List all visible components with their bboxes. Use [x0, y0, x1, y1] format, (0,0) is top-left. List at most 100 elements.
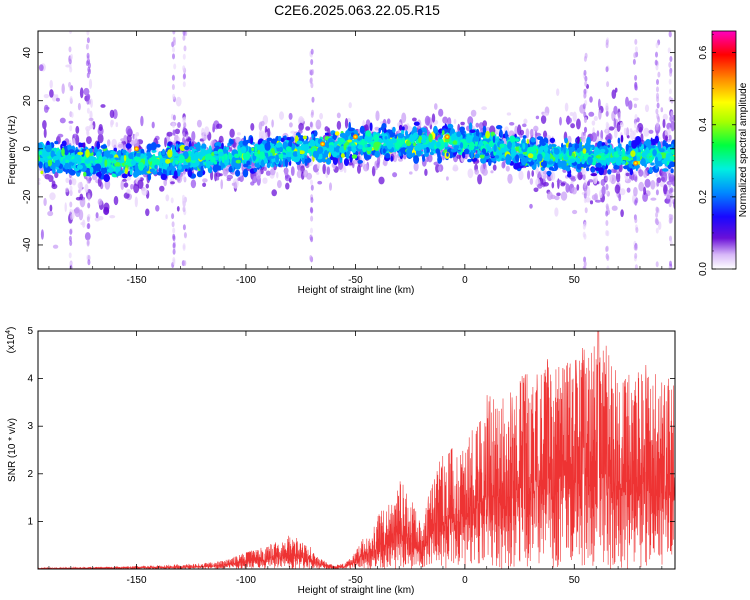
heatmap-cell: [234, 153, 239, 158]
heatmap-cell: [514, 125, 518, 136]
heatmap-x-axis: -150 -100 -50 0 50: [48, 31, 663, 286]
heatmap-cell: [212, 126, 215, 133]
heatmap-cell: [604, 155, 610, 159]
heatmap-cell: [260, 120, 265, 127]
heatmap-cell: [672, 114, 675, 121]
heatmap-peak-core: [446, 135, 449, 138]
heatmap-cell: [576, 147, 581, 154]
heatmap-cell: [338, 160, 344, 170]
heatmap-cell: [229, 128, 235, 138]
heatmap-cell: [535, 167, 539, 175]
heatmap-cell: [187, 169, 193, 178]
heatmap-cell: [182, 34, 186, 41]
heatmap-cell: [610, 157, 616, 163]
heatmap-cell: [374, 150, 381, 158]
heatmap-cell: [531, 170, 534, 177]
heatmap-cell: [87, 194, 91, 201]
heatmap-cell: [177, 137, 181, 142]
heatmap-cell: [564, 102, 569, 112]
heatmap-cell: [656, 86, 659, 93]
heatmap-cell: [217, 165, 223, 171]
heatmap-cell: [212, 164, 219, 173]
heatmap-cell: [431, 113, 436, 123]
heatmap-cell: [453, 145, 460, 150]
heatmap-cell: [65, 154, 72, 160]
heatmap-cell: [391, 137, 398, 144]
heatmap-cell: [165, 194, 170, 202]
heatmap-cell: [655, 227, 659, 234]
heatmap-cell: [540, 115, 547, 124]
heatmap-cell: [617, 111, 621, 122]
heatmap-cell: [392, 172, 398, 178]
heatmap-cell: [86, 177, 90, 184]
heatmap-cell: [460, 139, 467, 143]
heatmap-cell: [607, 169, 612, 175]
heatmap-cell: [54, 171, 59, 179]
heatmap-cell: [576, 136, 580, 145]
heatmap-cell: [563, 146, 566, 154]
y-tick-label: 0: [22, 146, 33, 152]
heatmap-cell: [125, 125, 132, 136]
heatmap-cell: [43, 197, 47, 207]
heatmap-cell: [98, 216, 104, 221]
heatmap-cell: [587, 144, 593, 148]
heatmap-cell: [204, 156, 211, 161]
heatmap-cell: [150, 142, 157, 151]
heatmap-cell: [658, 221, 662, 230]
heatmap-cell: [501, 161, 506, 169]
heatmap-cell: [654, 156, 659, 165]
heatmap-cell: [643, 127, 650, 137]
heatmap-cell: [254, 146, 258, 153]
x-tick-label: -100: [236, 275, 256, 286]
heatmap-cell: [554, 195, 560, 201]
heatmap-cell: [499, 129, 503, 137]
heatmap-cell: [358, 141, 365, 145]
heatmap-cell: [263, 159, 269, 164]
heatmap-cell: [172, 248, 176, 255]
heatmap-cell: [279, 146, 284, 153]
heatmap-cell: [506, 112, 512, 116]
heatmap-cell: [583, 233, 587, 240]
heatmap-cell: [45, 162, 49, 168]
heatmap-cell: [266, 137, 273, 142]
heatmap-cell: [69, 185, 73, 192]
heatmap-cell: [614, 87, 618, 93]
heatmap-cell: [59, 117, 66, 124]
heatmap-cell: [670, 193, 674, 199]
heatmap-cell: [492, 135, 496, 143]
heatmap-cell: [606, 265, 610, 269]
heatmap-cell: [171, 213, 175, 220]
heatmap-cell: [605, 220, 609, 226]
heatmap-cell: [172, 53, 175, 60]
heatmap-cell: [424, 168, 428, 176]
heatmap-cell: [542, 146, 549, 151]
heatmap-cell: [507, 173, 513, 184]
heatmap-cell: [655, 172, 659, 178]
heatmap-cell: [583, 260, 587, 267]
heatmap-cell: [187, 162, 191, 167]
heatmap-cell: [636, 152, 642, 157]
heatmap-cell: [474, 145, 479, 150]
heatmap-cell: [504, 130, 508, 139]
heatmap-cell: [183, 121, 187, 128]
heatmap-cell: [527, 153, 534, 159]
heatmap-cell: [47, 210, 54, 217]
heatmap-cell: [656, 180, 660, 187]
heatmap-cell: [191, 131, 196, 142]
heatmap-cells: [38, 31, 675, 269]
heatmap-cell: [172, 235, 176, 242]
heatmap-cell: [40, 229, 44, 240]
heatmap-cell: [97, 133, 104, 144]
heatmap-cell: [606, 255, 610, 261]
heatmap-cell: [657, 71, 661, 78]
heatmap-cell: [69, 31, 72, 35]
heatmap-cell: [95, 212, 99, 219]
heatmap-cell: [120, 155, 125, 164]
heatmap-cell: [147, 174, 152, 181]
heatmap-cell: [158, 167, 162, 173]
heatmap-cell: [655, 211, 659, 218]
heatmap-cell: [76, 164, 83, 170]
heatmap-cell: [583, 92, 587, 99]
heatmap-cell: [605, 210, 609, 217]
heatmap-cell: [52, 155, 60, 161]
